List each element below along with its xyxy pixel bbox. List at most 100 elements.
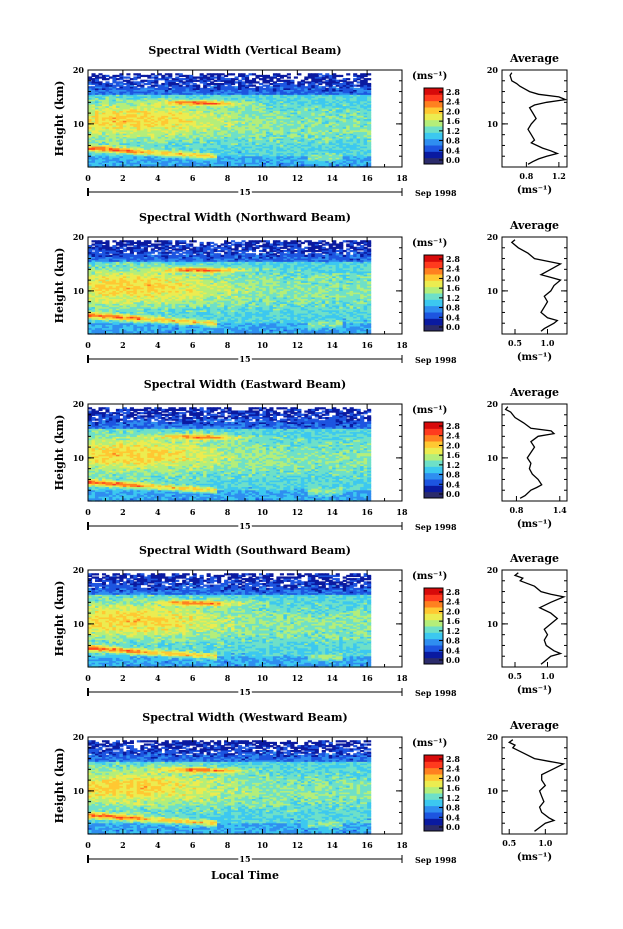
- heatmap-cell: [235, 76, 239, 78]
- heatmap-cell: [245, 85, 249, 87]
- heatmap-cell: [276, 83, 280, 85]
- heatmap-cell: [329, 75, 333, 77]
- heatmap-cell: [91, 240, 95, 242]
- average-y-tick-label: 20: [487, 65, 499, 75]
- heatmap-cell: [123, 86, 127, 88]
- colorbar-swatch: [424, 126, 443, 133]
- heatmap-cell: [95, 75, 99, 77]
- heatmap-cell: [214, 76, 218, 78]
- heatmap-cell: [112, 75, 116, 77]
- heatmap-cell: [123, 83, 127, 85]
- heatmap-cell: [137, 81, 141, 83]
- heatmap-cell: [318, 86, 322, 88]
- date-label: Sep 1998: [415, 188, 457, 198]
- heatmap-cell: [325, 88, 329, 90]
- heatmap-cell: [287, 73, 291, 75]
- heatmap-cell: [158, 73, 162, 75]
- heatmap-cell: [336, 80, 340, 82]
- heatmap-cell: [210, 73, 214, 75]
- heatmap-cell: [126, 73, 130, 75]
- heatmap-cell: [315, 73, 319, 75]
- heatmap-cell: [269, 83, 273, 85]
- heatmap-cell: [357, 81, 361, 83]
- colorbar-swatch: [424, 94, 443, 101]
- heatmap-cell: [189, 75, 193, 77]
- y-tick-label: 20: [73, 65, 85, 75]
- heatmap-cell: [137, 88, 141, 90]
- heatmap-cell: [367, 83, 371, 85]
- heatmap-cell: [269, 76, 273, 78]
- colorbar-swatch: [424, 139, 443, 146]
- heatmap-cell: [266, 85, 270, 87]
- heatmap-cell: [179, 78, 183, 80]
- x-tick-label: 2: [120, 173, 126, 183]
- heatmap-cell: [245, 75, 249, 77]
- heatmap-cell: [119, 81, 123, 83]
- heatmap-cell: [126, 80, 130, 82]
- heatmap-cell: [186, 75, 190, 77]
- heatmap-cell: [102, 75, 106, 77]
- heatmap-cell: [255, 75, 259, 77]
- heatmap-cell: [210, 86, 214, 88]
- heatmap-cell: [262, 85, 266, 87]
- heatmap-cell: [224, 78, 228, 80]
- heatmap-cell: [116, 78, 120, 80]
- colorbar-tick-label: 0.8: [446, 136, 460, 146]
- heatmap-cell: [102, 83, 106, 85]
- x-tick-label: 16: [362, 173, 374, 183]
- colorbar-swatch: [424, 107, 443, 114]
- heatmap-cell: [91, 247, 95, 249]
- average-profile: Average20100.8 1.2(ms⁻¹): [487, 52, 567, 196]
- heatmap-cell: [266, 75, 270, 77]
- heatmap-cell: [200, 73, 204, 75]
- colorbar-tick-label: 1.6: [446, 116, 460, 126]
- average-profile-line: [510, 73, 565, 165]
- heatmap-cell: [294, 76, 298, 78]
- colorbar-tick-label: 0.4: [446, 145, 460, 155]
- colorbar-tick-label: 2.0: [446, 106, 460, 116]
- heatmap-cell: [297, 81, 301, 83]
- heatmap-cell: [217, 73, 221, 75]
- average-unit: (ms⁻¹): [517, 185, 552, 196]
- heatmap-cell: [217, 83, 221, 85]
- heatmap-cell: [207, 73, 211, 75]
- colorbar-swatch: [424, 151, 443, 158]
- heatmap-cell: [339, 80, 343, 82]
- heatmap-cell: [252, 85, 256, 87]
- heatmap-cell: [248, 88, 252, 90]
- heatmap-cell: [308, 81, 312, 83]
- heatmap-cell: [161, 83, 165, 85]
- colorbar-tick-label: 1.2: [446, 126, 460, 136]
- heatmap-cell: [158, 78, 162, 80]
- heatmap-cell: [221, 73, 225, 75]
- heatmap-cell: [318, 76, 322, 78]
- heatmap-cell: [214, 83, 218, 85]
- heatmap-cell: [98, 73, 102, 75]
- heatmap-cell: [140, 85, 144, 87]
- heatmap-cell: [91, 243, 95, 245]
- heatmap-cell: [221, 83, 225, 85]
- heatmap-cell: [228, 73, 232, 75]
- heatmap-cell: [88, 76, 92, 78]
- heatmap-cell: [364, 78, 368, 80]
- heatmap-cell: [353, 85, 357, 87]
- heatmap-cell: [224, 75, 228, 77]
- heatmap-cell: [151, 76, 155, 78]
- heatmap-cell: [346, 81, 350, 83]
- heatmap-cell: [137, 73, 141, 75]
- x-tick-label: 12: [292, 173, 303, 183]
- heatmap-cell: [332, 86, 336, 88]
- heatmap-cell: [207, 83, 211, 85]
- heatmap-cell: [102, 242, 106, 244]
- heatmap-cell: [248, 73, 252, 75]
- heatmap-cell: [353, 73, 357, 75]
- heatmap-cell: [262, 88, 266, 90]
- heatmap-cell: [133, 81, 137, 83]
- heatmap-cell: [343, 78, 347, 80]
- heatmap-cell: [259, 78, 263, 80]
- heatmap-cell: [151, 73, 155, 75]
- heatmap-cell: [304, 81, 308, 83]
- heatmap-cell: [280, 80, 284, 82]
- colorbar-swatch: [424, 132, 443, 139]
